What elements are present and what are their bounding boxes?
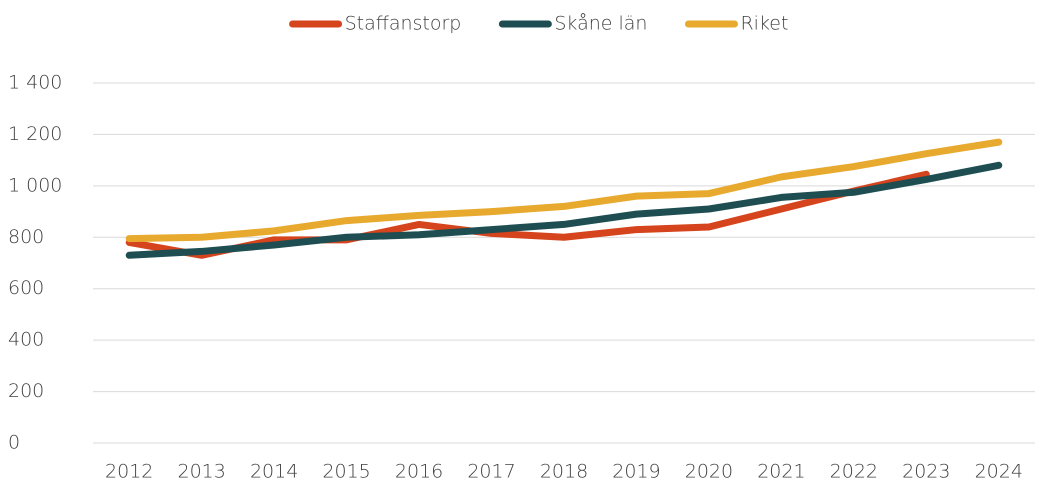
x-tick-label: 2021 [757,461,805,483]
legend-label: Staffanstorp [345,13,462,35]
x-tick-label: 2013 [178,461,226,483]
x-tick-label: 2019 [612,461,660,483]
y-tick-label: 400 [8,329,44,351]
y-tick-label: 0 [8,432,20,454]
x-tick-label: 2024 [975,461,1023,483]
x-tick-label: 2016 [395,461,443,483]
y-tick-label: 1 200 [8,123,62,145]
x-tick-label: 2014 [250,461,298,483]
x-tick-label: 2015 [322,461,370,483]
x-tick-label: 2018 [540,461,588,483]
y-tick-label: 800 [8,226,44,248]
series-line [125,138,1003,243]
x-tick-label: 2022 [830,461,878,483]
y-tick-label: 1 000 [8,174,62,196]
series-line [125,161,1003,259]
x-tick-label: 2017 [467,461,515,483]
legend-label: Skåne län [554,13,647,35]
y-tick-label: 600 [8,277,44,299]
x-tick-label: 2020 [685,461,733,483]
x-tick-label: 2012 [105,461,153,483]
legend-label: Riket [740,13,788,35]
series-line [125,170,930,259]
x-tick-label: 2023 [902,461,950,483]
y-tick-label: 1 400 [8,72,62,94]
y-tick-label: 200 [8,380,44,402]
